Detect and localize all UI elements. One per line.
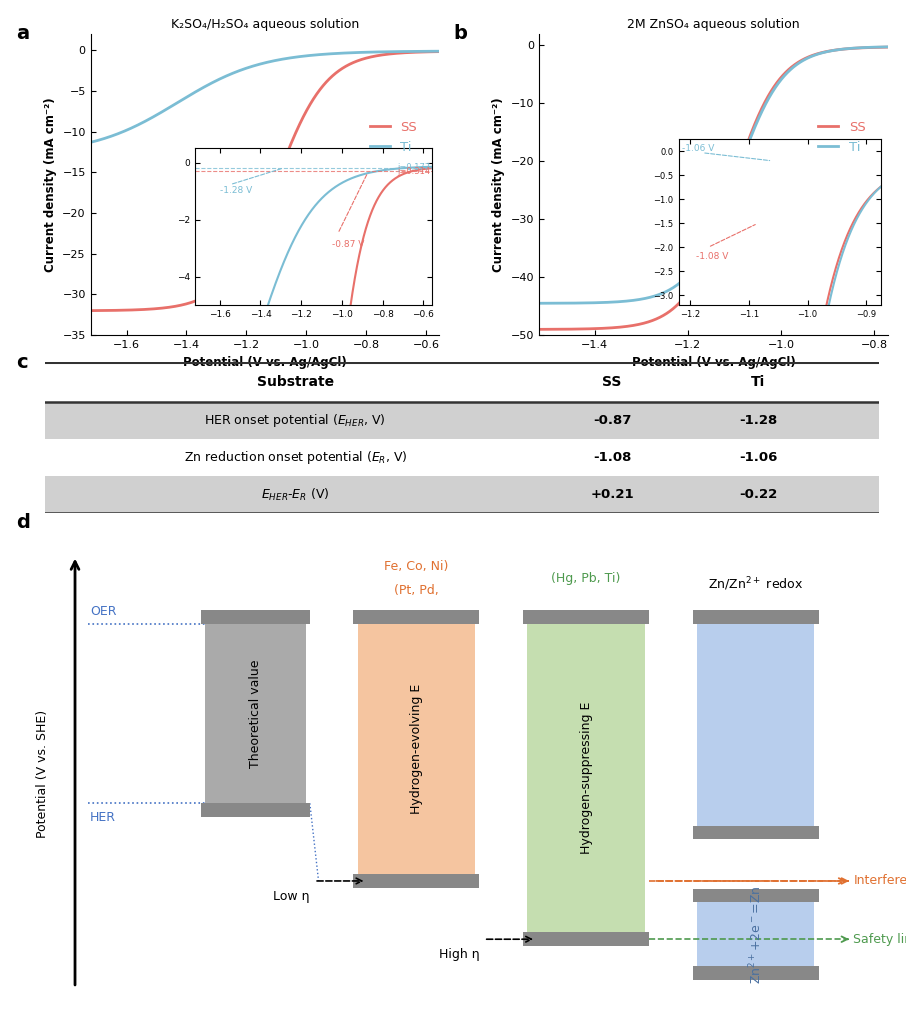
Bar [697, 895, 814, 973]
SS [255, 216, 265, 228]
SS [360, 52, 371, 64]
SS [703, 247, 714, 260]
Ti [872, 41, 883, 53]
Text: c: c [16, 353, 28, 372]
Text: Fe, Co, Ni): Fe, Co, Ni) [384, 560, 448, 572]
Ti [703, 238, 714, 250]
Text: Low η: Low η [274, 890, 310, 902]
Ti [694, 254, 705, 267]
Line: SS: SS [91, 52, 439, 311]
Ti [872, 41, 883, 53]
Text: SS: SS [602, 375, 622, 389]
Text: Potential (V vs. SHE): Potential (V vs. SHE) [36, 710, 49, 838]
Ti [360, 46, 371, 58]
Ti [424, 45, 435, 57]
SS [872, 41, 883, 53]
Bar [692, 889, 819, 902]
Title: K₂SO₄/H₂SO₄ aqueous solution: K₂SO₄/H₂SO₄ aqueous solution [171, 18, 359, 31]
Text: -1.06: -1.06 [738, 451, 777, 464]
Legend: SS, Ti: SS, Ti [814, 115, 871, 158]
Text: -1.28: -1.28 [738, 414, 777, 427]
Text: (Hg, Pb, Ti): (Hg, Pb, Ti) [552, 572, 621, 585]
Text: Zn reduction onset potential ($E_R$, V): Zn reduction onset potential ($E_R$, V) [184, 449, 407, 466]
SS [882, 41, 893, 53]
Text: -1.08: -1.08 [593, 451, 631, 464]
SS [534, 323, 545, 335]
Text: Ti: Ti [751, 375, 765, 389]
Text: (Pt, Pd,: (Pt, Pd, [394, 584, 439, 597]
Line: SS: SS [539, 47, 888, 329]
SS [103, 305, 114, 317]
Text: d: d [16, 513, 30, 532]
Text: $E_{HER}$-$E_R$ (V): $E_{HER}$-$E_R$ (V) [261, 486, 330, 503]
Text: HER onset potential ($E_{HER}$, V): HER onset potential ($E_{HER}$, V) [205, 412, 386, 429]
X-axis label: Potential (V vs. Ag/AgCl): Potential (V vs. Ag/AgCl) [631, 356, 795, 369]
SS [424, 46, 435, 58]
Bar [45, 476, 879, 513]
Line: Ti: Ti [91, 51, 439, 142]
Text: Hydrogen-suppressing E: Hydrogen-suppressing E [580, 702, 593, 854]
Text: b: b [453, 24, 467, 43]
Text: Interference: Interference [853, 875, 906, 887]
Bar [45, 402, 879, 438]
X-axis label: Potential (V vs. Ag/AgCl): Potential (V vs. Ag/AgCl) [183, 356, 347, 369]
Bar [353, 610, 479, 623]
Bar [523, 932, 649, 946]
Text: Substrate: Substrate [256, 375, 334, 389]
Ti [808, 49, 819, 61]
Bar [201, 610, 310, 623]
Text: a: a [16, 24, 29, 43]
Bar [358, 617, 475, 881]
Text: Zn$^{2+}$+2e$^-$=Zn: Zn$^{2+}$+2e$^-$=Zn [747, 885, 764, 983]
Text: Theoretical value: Theoretical value [249, 659, 262, 768]
Ti [552, 297, 563, 310]
Text: -0.22: -0.22 [738, 489, 777, 501]
Bar [523, 610, 649, 623]
Legend: SS, Ti: SS, Ti [365, 115, 422, 158]
Ti [434, 45, 445, 57]
Text: OER: OER [90, 605, 116, 618]
Bar [697, 617, 814, 832]
Ti [882, 41, 893, 53]
Bar [692, 967, 819, 980]
Ti [85, 136, 96, 148]
Text: Safety limit: Safety limit [853, 933, 906, 945]
Bar [692, 610, 819, 623]
SS [694, 268, 705, 280]
Line: Ti: Ti [539, 47, 888, 304]
Text: +0.21: +0.21 [591, 489, 634, 501]
Text: -0.87: -0.87 [593, 414, 631, 427]
SS [424, 46, 435, 58]
Text: Hydrogen-evolving E: Hydrogen-evolving E [410, 684, 423, 815]
Ti [255, 58, 265, 71]
Ti [246, 60, 256, 73]
Text: HER: HER [90, 810, 116, 824]
SS [808, 49, 819, 61]
Text: High η: High η [439, 948, 479, 961]
SS [434, 46, 445, 58]
Ti [534, 297, 545, 310]
Ti [424, 45, 435, 57]
Bar [353, 874, 479, 888]
Y-axis label: Current density (mA cm⁻²): Current density (mA cm⁻²) [43, 97, 57, 272]
Bar [527, 617, 645, 939]
Text: Zn/Zn$^{2+}$ redox: Zn/Zn$^{2+}$ redox [708, 575, 804, 593]
SS [872, 41, 883, 53]
Title: 2M ZnSO₄ aqueous solution: 2M ZnSO₄ aqueous solution [627, 18, 800, 31]
SS [85, 305, 96, 317]
Bar [201, 803, 310, 817]
Bar [206, 617, 305, 810]
SS [246, 235, 256, 247]
Ti [103, 131, 114, 143]
Y-axis label: Current density (mA cm⁻²): Current density (mA cm⁻²) [492, 97, 506, 272]
Bar [692, 826, 819, 839]
SS [552, 323, 563, 335]
